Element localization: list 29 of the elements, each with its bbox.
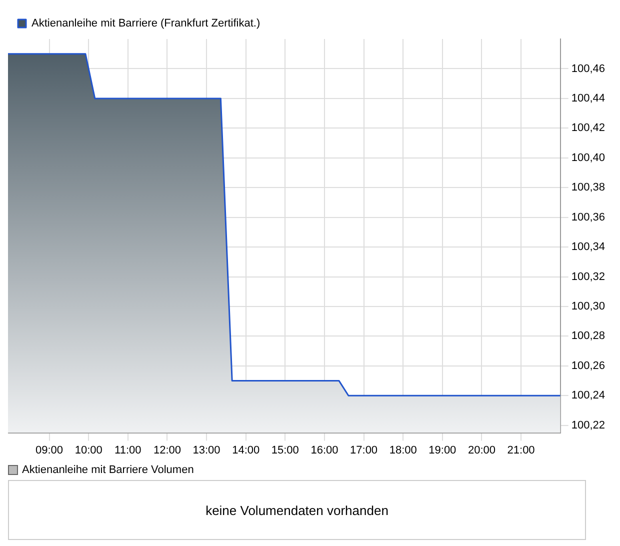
y-tick-label: 100,30 <box>571 300 606 313</box>
y-tick-label: 100,42 <box>571 122 606 134</box>
y-tick-label: 100,24 <box>571 390 606 402</box>
y-tick-label: 100,26 <box>571 360 606 372</box>
y-tick-label: 100,46 <box>571 62 606 75</box>
y-tick-label: 100,36 <box>571 211 606 224</box>
y-tick-label: 100,40 <box>571 152 606 164</box>
legend-label: Aktienanleihe mit Barriere (Frankfurt Zertifikat.) <box>32 18 260 30</box>
x-tick-label: 21:00 <box>507 444 535 456</box>
x-tick-label: 12:00 <box>153 444 181 456</box>
x-tick-label: 11:00 <box>114 444 142 456</box>
x-tick-label: 17:00 <box>350 444 378 456</box>
y-tick-label: 100,34 <box>571 241 606 254</box>
y-tick-label: 100,38 <box>571 182 606 194</box>
x-tick-label: 20:00 <box>468 444 496 456</box>
text: Aktienanleihe mit Barriere Volumen <box>22 464 194 476</box>
x-tick-label: 10:00 <box>74 444 102 456</box>
x-tick-label: 13:00 <box>192 444 220 456</box>
y-tick-label: 100,32 <box>571 270 606 283</box>
x-tick-label: 09:00 <box>36 444 64 456</box>
x-tick-label: 15:00 <box>271 444 299 456</box>
y-tick-label: 100,28 <box>571 330 606 342</box>
x-tick-label: 19:00 <box>428 444 456 456</box>
y-tick-label: 100,44 <box>571 92 606 104</box>
x-tick-label: 18:00 <box>389 444 417 456</box>
x-tick-label: 14:00 <box>232 444 260 456</box>
y-tick-label: 100,22 <box>571 419 606 432</box>
x-tick-label: 16:00 <box>310 444 338 456</box>
text: keine Volumendaten vorhanden <box>206 502 388 518</box>
